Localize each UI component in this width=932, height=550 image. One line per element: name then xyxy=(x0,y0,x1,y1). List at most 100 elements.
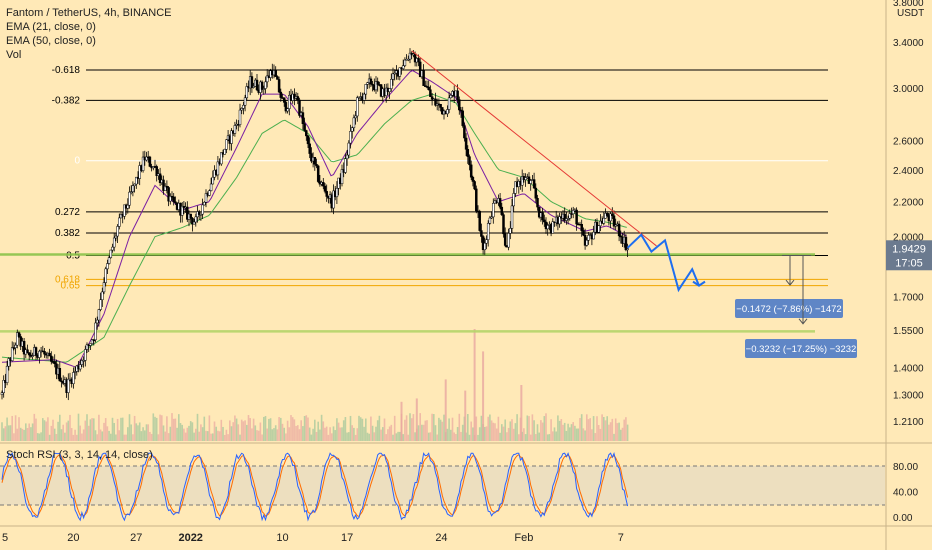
volume-bar xyxy=(620,429,622,441)
volume-bar xyxy=(502,426,505,441)
candle-up xyxy=(10,347,14,361)
volume-bar xyxy=(196,413,199,441)
projection-path[interactable] xyxy=(626,233,700,293)
candle-down xyxy=(575,209,578,225)
volume-bar xyxy=(575,428,578,441)
volume-bar xyxy=(96,434,98,441)
measure-label-bg[interactable] xyxy=(745,339,857,358)
volume-bar xyxy=(453,432,455,441)
volume-bar xyxy=(580,414,583,441)
projection[interactable] xyxy=(626,233,706,293)
stoch-rsi-legend[interactable]: Stoch RSI (3, 3, 14, 14, close) xyxy=(6,449,153,461)
measure-label-bg[interactable] xyxy=(735,299,843,318)
volume-bar xyxy=(135,423,138,441)
volume-bar xyxy=(365,418,367,441)
candle-down xyxy=(434,98,437,106)
volume-bar xyxy=(9,425,12,441)
volume-bar xyxy=(310,434,313,441)
volume-bar xyxy=(429,432,432,441)
chart-title[interactable]: Fantom / TetherUS, 4h, BINANCE xyxy=(6,7,172,19)
volume-bar xyxy=(528,416,530,441)
volume-bar xyxy=(405,415,408,441)
candle-up xyxy=(230,130,233,144)
volume-legend[interactable]: Vol xyxy=(6,49,22,61)
volume-bar xyxy=(79,425,81,441)
candle-up xyxy=(97,309,101,321)
volume-bar xyxy=(52,419,54,441)
stoch-tick: 40.00 xyxy=(893,488,918,499)
volume-bar xyxy=(587,419,590,441)
volume-bar xyxy=(184,432,187,441)
volume-bar xyxy=(312,428,314,441)
volume-bar xyxy=(144,430,146,441)
volume-bar xyxy=(1,422,3,441)
candle-down xyxy=(612,215,616,227)
volume-bar xyxy=(162,425,165,441)
volume-bar xyxy=(186,427,189,441)
candle-down xyxy=(617,223,621,237)
measurements[interactable]: −0.1472 (−7.86%) −1472 −0.3232 (−17.25%) … xyxy=(735,254,857,358)
volume-bar xyxy=(606,416,608,441)
candle-up xyxy=(180,205,184,216)
volume-bar xyxy=(130,424,132,441)
volume-bar xyxy=(332,426,335,441)
candle-up xyxy=(109,249,113,258)
volume-bar xyxy=(283,427,285,441)
volume-bar xyxy=(399,431,401,441)
descending-trendline[interactable] xyxy=(411,50,657,247)
volume-bar xyxy=(89,419,92,441)
volume-bar xyxy=(506,432,508,441)
ema50-legend[interactable]: EMA (50, close, 0) xyxy=(6,35,96,47)
trendline[interactable] xyxy=(411,50,657,247)
volume-bar xyxy=(104,418,107,441)
volume-bar xyxy=(181,424,183,441)
volume-bar xyxy=(305,415,308,441)
volume-spike xyxy=(464,390,467,441)
current-price-value: 1.9429 xyxy=(892,243,926,255)
volume-bar xyxy=(315,431,318,441)
volume-bar xyxy=(18,417,20,441)
candle-up xyxy=(344,158,347,173)
volume-bar xyxy=(604,420,607,441)
price-tick: 1.2100 xyxy=(893,417,924,428)
candle-down xyxy=(478,210,481,231)
volume-bar xyxy=(433,414,435,441)
ema21-legend[interactable]: EMA (21, close, 0) xyxy=(6,21,96,33)
volume-bar xyxy=(383,418,386,441)
candle-down xyxy=(500,206,504,215)
volume-bar xyxy=(487,416,489,441)
volume-bar xyxy=(380,429,382,441)
measure-arrow xyxy=(798,318,808,325)
candle-down xyxy=(534,187,538,199)
volume-bar xyxy=(222,426,224,441)
candle-down xyxy=(172,196,175,202)
volume-bar xyxy=(327,434,330,441)
volume-bar xyxy=(40,432,42,441)
volume-bar xyxy=(171,413,173,441)
time-axis[interactable]: 5 20 27 2022 10 17 24 Feb 7 xyxy=(2,532,624,544)
candle-down xyxy=(624,236,628,251)
current-price-label[interactable]: 1.9429 17:05 xyxy=(886,240,932,271)
volume-bar xyxy=(574,425,576,441)
volume-bar xyxy=(322,421,325,441)
candle-up xyxy=(388,88,391,92)
volume-bar xyxy=(325,426,328,441)
stoch-k-line xyxy=(1,452,629,522)
volume-bar xyxy=(523,428,525,441)
candle-down xyxy=(480,230,483,237)
volume-bar xyxy=(266,428,268,441)
volume-bar xyxy=(366,432,369,441)
volume-bar xyxy=(354,434,357,441)
volume-bar xyxy=(558,420,561,441)
volume-bar xyxy=(361,418,364,441)
candle-up xyxy=(546,225,549,230)
volume-bar xyxy=(375,426,377,441)
stoch-axis[interactable]: 80.00 40.00 0.00 xyxy=(893,462,918,524)
measure-label: −0.3232 (−17.25%) −3232 xyxy=(746,344,857,355)
candle-up xyxy=(118,217,121,227)
price-axis[interactable]: 3.4000 3.0000 2.6000 2.4000 2.2000 2.0000 1.70… xyxy=(893,38,924,428)
volume-bar xyxy=(439,419,442,441)
volume-bar xyxy=(526,415,529,441)
